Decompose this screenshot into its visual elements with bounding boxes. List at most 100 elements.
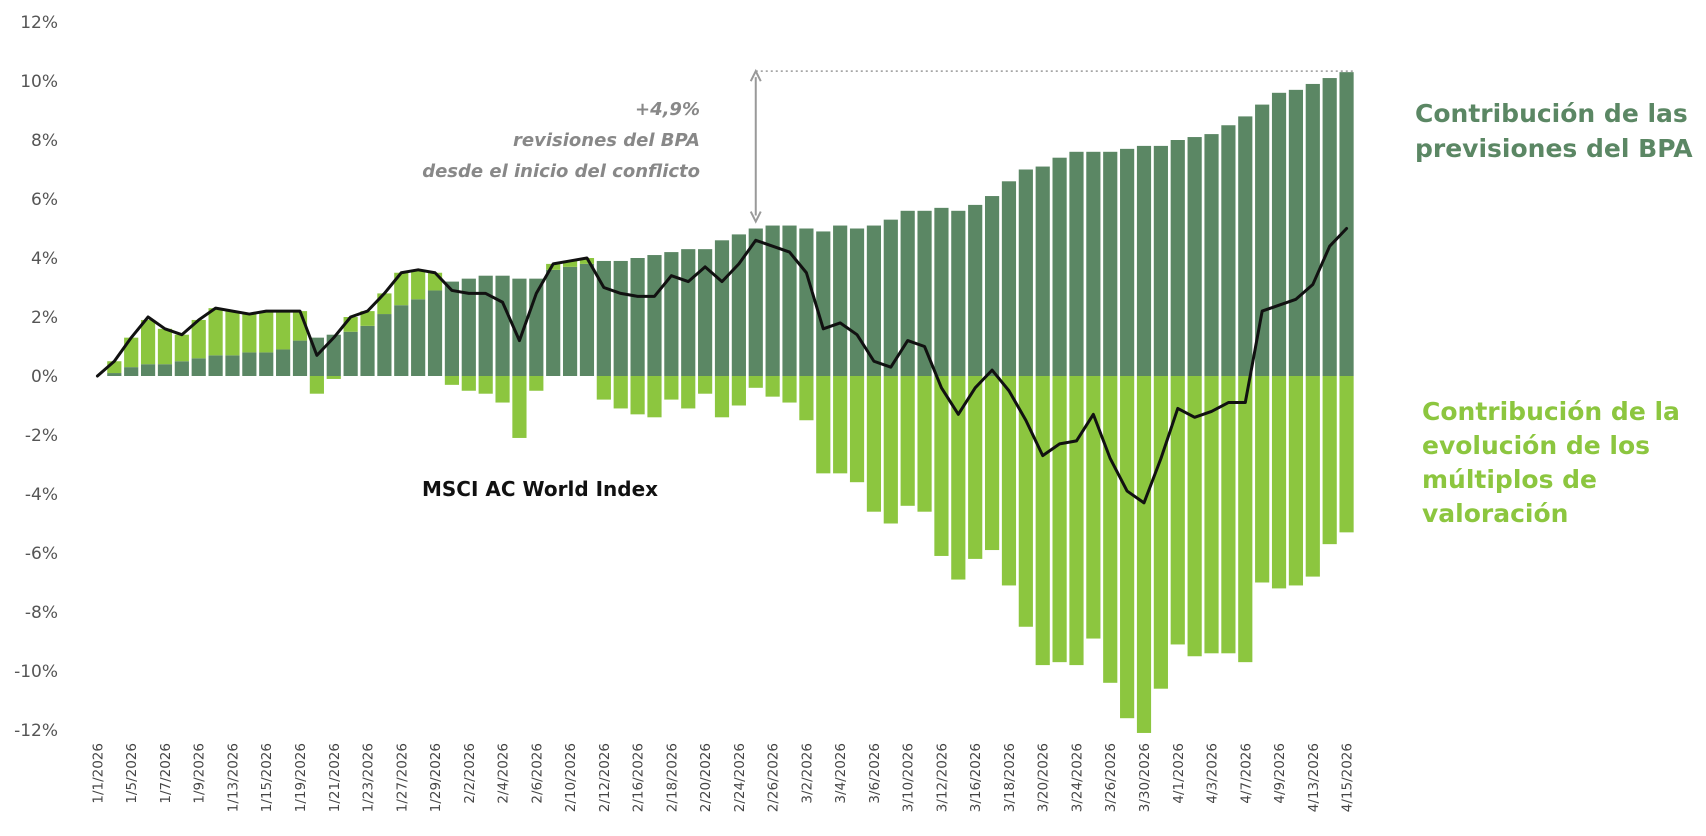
multiples-bar [765,376,780,397]
eps-bar [1069,151,1084,376]
x-tick-label: 1/21/2026 [327,743,343,812]
eps-bar [731,234,746,376]
multiples-bar [208,308,223,356]
x-tick-label: 2/2/2026 [462,743,478,804]
eps-bar [1339,72,1354,377]
multiples-bar [1153,376,1168,689]
eps-bar [765,225,780,376]
multiples-bar [816,376,831,474]
multiples-bar [1187,376,1202,657]
multiples-bar [630,376,645,415]
eps-bar [1103,151,1118,376]
eps-bar [1086,151,1101,376]
annotation-line-2: revisiones del BPA [513,130,700,151]
y-axis-ticks: -12% -10% -8% -6% -4% -2% 0% 2% 4% 6% 8% 10% 12% [14,13,58,741]
x-tick-label: 1/19/2026 [293,743,309,812]
y-tick-label: -2% [25,426,58,446]
eps-bar [276,349,291,376]
x-tick-label: 2/24/2026 [732,743,748,812]
x-tick-label: 3/6/2026 [867,743,883,804]
multiples-bar [1018,376,1033,627]
x-axis-ticks: 1/1/2026 1/5/2026 1/7/2026 1/9/2026 1/13/202… [90,743,1355,812]
eps-bar [174,361,189,376]
eps-bar [681,249,696,376]
multiples-bar [782,376,797,403]
y-tick-label: 0% [31,367,58,387]
eps-bar [698,249,713,376]
multiples-bar [562,260,578,267]
eps-bar [1153,145,1168,376]
eps-bar [917,210,932,376]
multiples-bar [394,272,409,306]
y-tick-label: -10% [14,662,58,682]
eps-bar [579,263,595,376]
annotation-bracket [749,68,1354,224]
eps-bar [1187,137,1202,376]
multiples-bar [1069,376,1084,666]
legend-multiples-line-1: Contribución de la [1422,397,1680,426]
y-tick-label: 8% [31,131,58,151]
x-tick-label: 4/13/2026 [1306,743,1322,812]
eps-bar [748,228,763,376]
x-tick-label: 3/26/2026 [1103,743,1119,812]
y-tick-label: 10% [20,72,58,92]
multiples-bar [1170,376,1185,645]
annotation-line-3: desde el inicio del conflicto [422,161,700,182]
multiples-bar [1035,376,1050,666]
y-tick-label: -6% [25,544,58,564]
y-tick-label: -8% [25,603,58,623]
eps-bar [799,228,814,376]
x-tick-label: 2/6/2026 [529,743,545,804]
multiples-bar [968,376,983,559]
x-tick-label: 1/5/2026 [124,743,140,804]
eps-bar [1221,125,1236,376]
multiples-bar [225,311,240,356]
legend-eps-line-1: Contribución de las [1415,99,1688,128]
legend-multiples-line-3: múltiplos de [1422,465,1597,494]
multiples-bar [360,311,375,326]
eps-bar [394,305,409,376]
x-tick-label: 3/30/2026 [1137,743,1153,812]
y-tick-label: 6% [31,190,58,210]
eps-bar [984,196,1000,376]
eps-bar [411,299,426,376]
eps-bar [562,266,578,376]
multiples-bar [140,319,156,365]
eps-bar [225,355,240,376]
x-tick-label: 3/18/2026 [1002,743,1018,812]
multiples-bar [951,376,966,580]
eps-bar [664,252,679,376]
eps-bar [1001,181,1017,376]
y-tick-label: -12% [14,721,58,741]
eps-bar [1018,169,1033,376]
x-tick-label: 3/10/2026 [901,743,917,812]
multiples-bar [512,376,527,438]
x-tick-label: 1/23/2026 [361,743,377,812]
x-tick-label: 1/27/2026 [394,743,410,812]
multiples-bar [1204,376,1219,654]
multiples-bar [698,376,713,394]
multiples-bar [681,376,696,409]
eps-bar [343,331,358,376]
eps-bar [546,269,561,376]
x-tick-label: 1/15/2026 [259,743,275,812]
eps-bar [849,228,865,376]
x-tick-label: 1/7/2026 [158,743,174,804]
legend-multiples-line-4: valoración [1422,499,1568,528]
msci-index-line [95,227,1349,505]
multiples-bar [478,376,493,394]
multiples-bar [883,376,898,524]
multiples-bar [1288,376,1304,586]
multiples-bar [411,269,426,300]
x-tick-label: 2/4/2026 [496,743,512,804]
eps-bar [512,278,527,376]
multiples-bar [444,376,460,385]
multiples-bar [984,376,1000,551]
x-tick-label: 3/4/2026 [833,743,849,804]
legend-eps-line-2: previsiones del BPA [1415,134,1693,163]
multiples-bar [157,328,173,365]
multiples-bar [1305,376,1320,577]
multiples-bar [326,376,341,379]
multiples-bar [1322,376,1337,545]
